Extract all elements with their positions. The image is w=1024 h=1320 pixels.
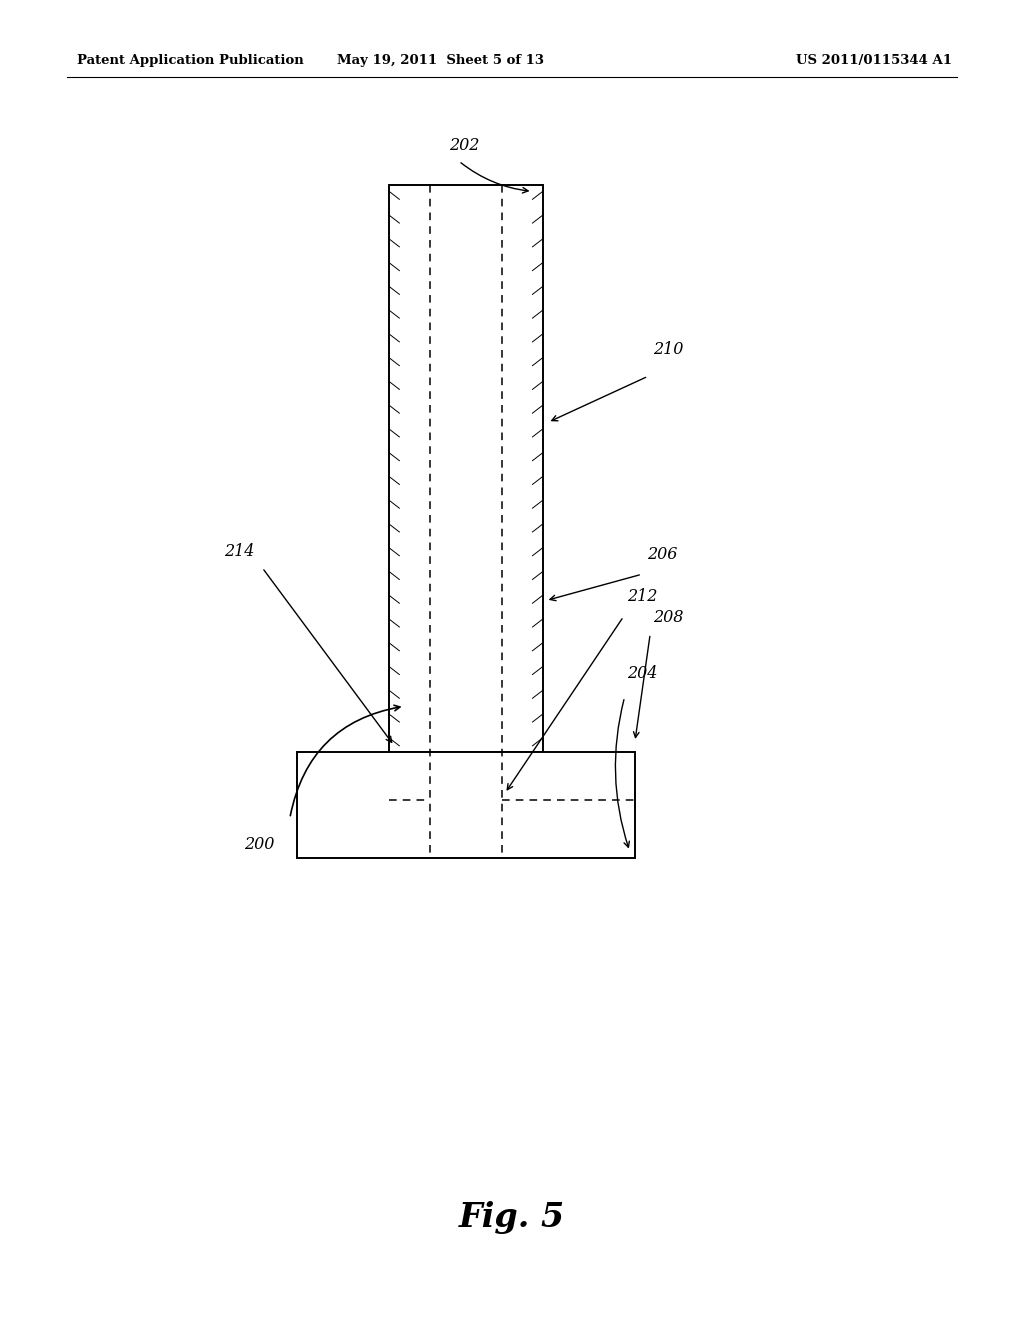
Text: 214: 214 (223, 544, 254, 560)
Text: 208: 208 (653, 610, 684, 626)
Text: 206: 206 (647, 546, 678, 562)
Text: Patent Application Publication: Patent Application Publication (77, 54, 303, 67)
Text: 210: 210 (653, 342, 684, 358)
Bar (297, 752, 635, 858)
Text: 212: 212 (627, 589, 657, 605)
Text: May 19, 2011  Sheet 5 of 13: May 19, 2011 Sheet 5 of 13 (337, 54, 544, 67)
Text: 204: 204 (627, 665, 657, 681)
Bar (389, 185, 543, 752)
Text: US 2011/0115344 A1: US 2011/0115344 A1 (797, 54, 952, 67)
Text: 202: 202 (449, 137, 479, 153)
Text: 200: 200 (244, 837, 274, 853)
Text: Fig. 5: Fig. 5 (459, 1201, 565, 1233)
